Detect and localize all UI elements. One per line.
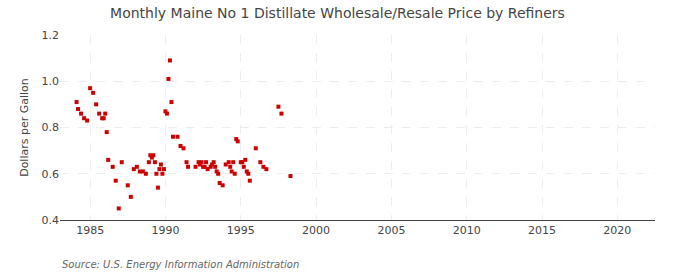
svg-text:0.6: 0.6 bbox=[42, 168, 60, 181]
svg-text:1.0: 1.0 bbox=[42, 75, 60, 88]
svg-text:1.2: 1.2 bbox=[42, 29, 60, 42]
svg-text:2010: 2010 bbox=[453, 224, 481, 237]
svg-text:1985: 1985 bbox=[76, 224, 104, 237]
svg-text:Dollars per Gallon: Dollars per Gallon bbox=[18, 78, 31, 177]
svg-text:1990: 1990 bbox=[151, 224, 179, 237]
svg-text:Monthly Maine No 1 Distillate: Monthly Maine No 1 Distillate Wholesale/… bbox=[110, 5, 565, 21]
svg-text:Source: U.S. Energy Informatio: Source: U.S. Energy Information Administ… bbox=[62, 259, 299, 270]
svg-text:2000: 2000 bbox=[302, 224, 330, 237]
svg-text:0.8: 0.8 bbox=[42, 121, 60, 134]
svg-text:2015: 2015 bbox=[528, 224, 556, 237]
svg-text:1995: 1995 bbox=[227, 224, 255, 237]
svg-text:2020: 2020 bbox=[603, 224, 631, 237]
svg-text:0.4: 0.4 bbox=[42, 214, 60, 227]
svg-text:2005: 2005 bbox=[377, 224, 405, 237]
